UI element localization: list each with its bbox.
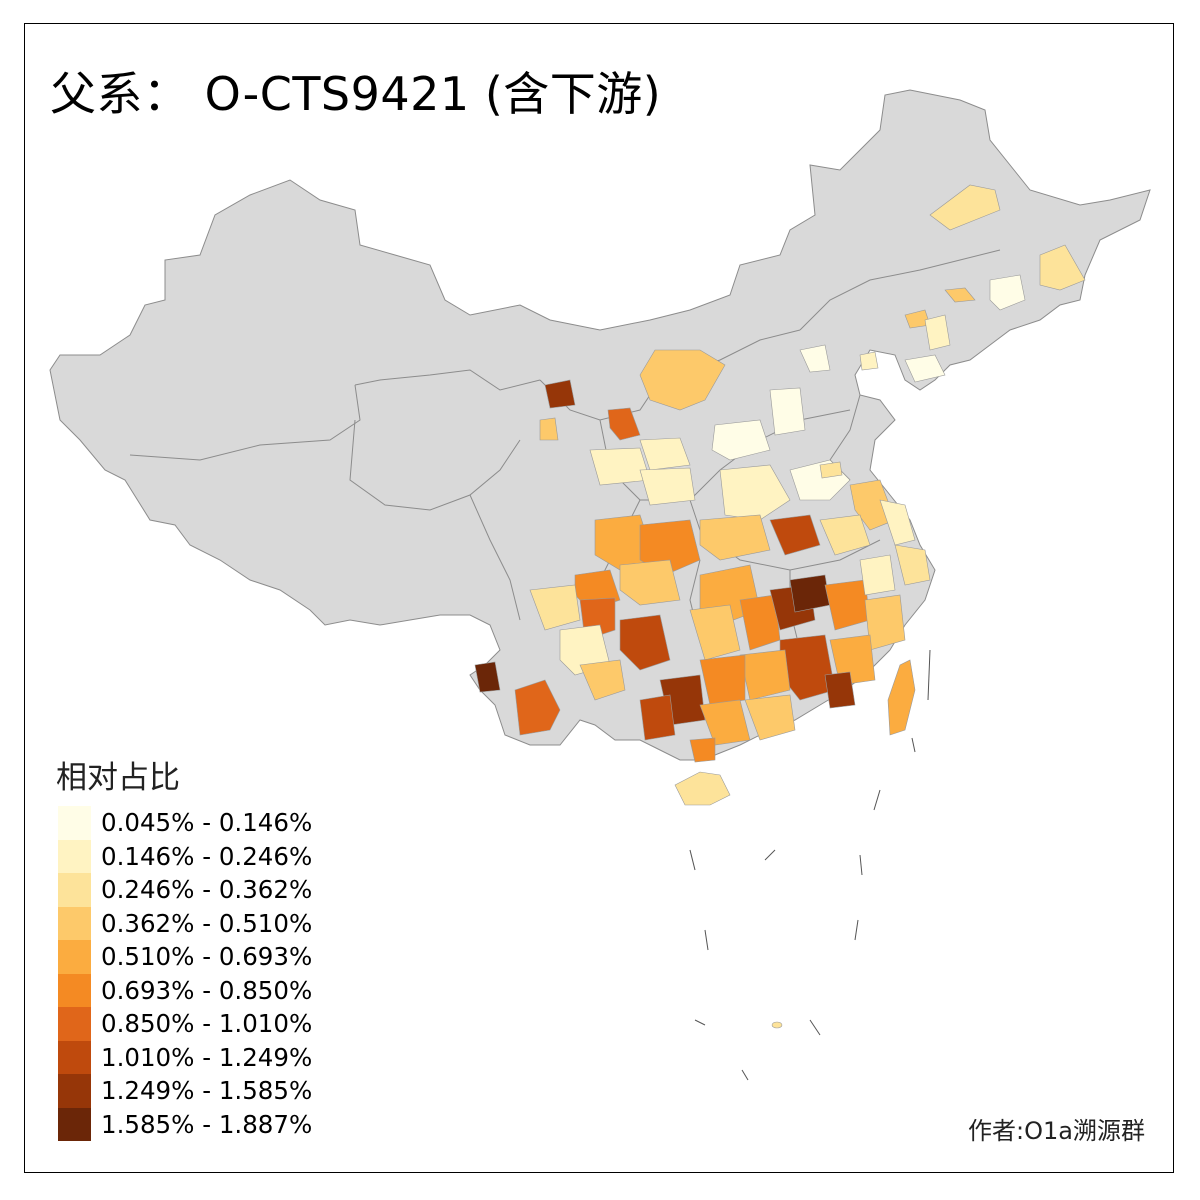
- legend-label: 0.246% - 0.362%: [101, 875, 313, 905]
- legend-swatch: [58, 1107, 91, 1141]
- legend-item: 0.146% - 0.246%: [58, 839, 313, 873]
- legend-label: 1.010% - 1.249%: [101, 1042, 313, 1072]
- map-title: 父系： O-CTS9421 (含下游): [50, 67, 662, 121]
- legend-label: 0.693% - 0.850%: [101, 975, 313, 1005]
- legend-item: 0.850% - 1.010%: [58, 1007, 312, 1041]
- legend-swatch: [58, 1074, 91, 1108]
- legend-item: 0.510% - 0.693%: [58, 940, 312, 974]
- legend-label: 1.585% - 1.887%: [101, 1109, 313, 1139]
- legend-swatch: [58, 940, 91, 974]
- legend-item: 1.010% - 1.249%: [58, 1040, 313, 1074]
- legend-label: 0.362% - 0.510%: [101, 908, 313, 938]
- legend-title: 相对占比: [56, 760, 180, 796]
- legend-item: 0.246% - 0.362%: [58, 873, 312, 907]
- legend-swatch: [58, 973, 91, 1007]
- legend-swatch: [58, 873, 91, 907]
- legend-item: 0.045% - 0.146%: [58, 806, 312, 840]
- map-frame: [24, 23, 1174, 1173]
- legend-label: 0.510% - 0.693%: [101, 942, 313, 972]
- south-sea-islands: [689, 649, 931, 1081]
- legend-label: 0.146% - 0.246%: [101, 841, 313, 871]
- legend-label: 1.249% - 1.585%: [101, 1076, 313, 1106]
- legend: 0.045% - 0.146% 0.146% - 0.246% 0.246% -…: [58, 806, 312, 1141]
- legend-item: 0.362% - 0.510%: [58, 906, 313, 940]
- legend-item: 0.693% - 0.850%: [58, 973, 313, 1007]
- legend-swatch: [58, 839, 91, 873]
- legend-item: 1.249% - 1.585%: [58, 1074, 312, 1108]
- legend-swatch: [58, 806, 91, 840]
- legend-swatch: [58, 906, 91, 940]
- author-credit: 作者:O1a溯源群: [968, 1117, 1145, 1145]
- legend-swatch: [58, 1040, 91, 1074]
- legend-label: 0.850% - 1.010%: [101, 1009, 313, 1039]
- colored-regions: [474, 184, 1086, 1029]
- legend-label: 0.045% - 0.146%: [101, 808, 313, 838]
- legend-swatch: [58, 1007, 91, 1041]
- legend-item: 1.585% - 1.887%: [58, 1107, 313, 1141]
